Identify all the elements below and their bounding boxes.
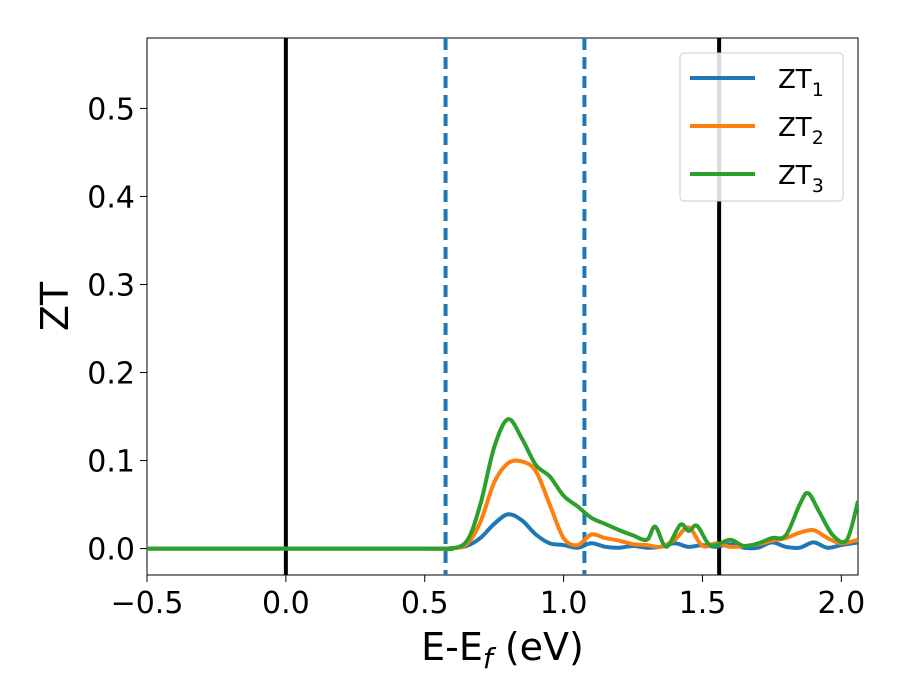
x-tick-label: 0.5 — [401, 586, 449, 621]
legend-label-2: ZT2 — [778, 113, 824, 149]
y-axis-title: ZT — [33, 281, 77, 331]
x-tick-label: −0.5 — [111, 586, 184, 621]
x-tick-label: 1.0 — [540, 586, 588, 621]
x-tick-label: 0.0 — [262, 586, 310, 621]
plot-area — [146, 37, 859, 576]
legend-label-1: ZT1 — [778, 65, 824, 101]
x-axis-title: E-Ef (eV) — [421, 625, 584, 675]
y-axis-ticks: 0.0 0.1 0.2 0.3 0.4 0.5 — [87, 92, 147, 568]
y-tick-label: 0.2 — [87, 357, 135, 392]
x-axis-ticks: −0.5 0.0 0.5 1.0 1.5 2.0 — [111, 575, 865, 621]
legend-box — [679, 52, 844, 202]
series-line-2 — [147, 458, 858, 551]
x-tick-label: 1.5 — [679, 586, 727, 621]
y-tick-label: 0.4 — [87, 180, 135, 215]
y-tick-label: 0.5 — [87, 92, 135, 127]
series-line-3 — [147, 417, 858, 552]
legend-label-3: ZT3 — [778, 161, 824, 197]
axes-frame — [146, 37, 859, 576]
y-tick-label: 0.3 — [87, 268, 135, 303]
y-tick-label: 0.1 — [87, 445, 135, 480]
series-lines — [147, 417, 858, 552]
y-tick-label: 0.0 — [87, 533, 135, 568]
x-tick-label: 2.0 — [817, 586, 865, 621]
vertical-lines — [283, 38, 722, 575]
legend: ZT1 ZT2 ZT3 — [679, 52, 844, 202]
